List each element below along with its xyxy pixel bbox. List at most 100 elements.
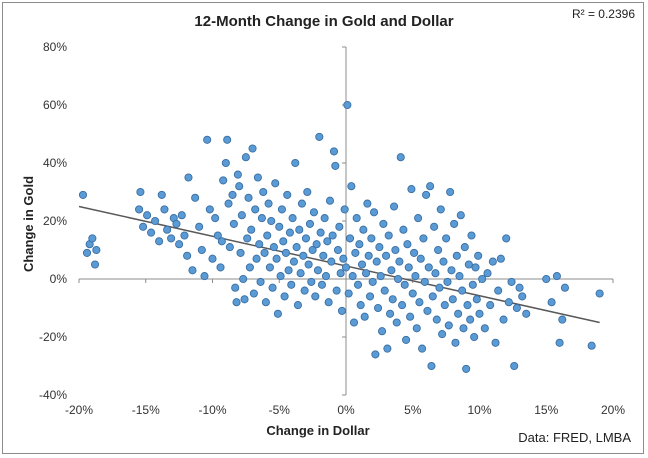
data-point <box>488 257 497 266</box>
data-point <box>435 283 444 292</box>
data-point <box>343 100 352 110</box>
data-point <box>361 269 371 278</box>
x-tick-label: -10% <box>198 403 226 417</box>
data-point <box>419 234 428 243</box>
x-tick-label: -20% <box>65 403 93 417</box>
data-point <box>307 277 316 286</box>
data-point <box>587 341 596 350</box>
data-point <box>329 147 339 156</box>
y-tick-label: -20% <box>39 330 67 344</box>
data-point <box>335 222 344 231</box>
data-point <box>347 182 356 191</box>
data-point <box>249 289 258 298</box>
data-point <box>376 272 385 281</box>
r-squared-annotation: R² = 0.2396 <box>571 7 635 21</box>
data-point <box>273 309 282 318</box>
data-point <box>456 211 465 220</box>
data-point <box>233 170 242 179</box>
data-point <box>292 243 301 252</box>
data-point <box>147 228 156 237</box>
data-point <box>304 260 313 269</box>
data-point <box>301 234 311 243</box>
data-point <box>244 193 253 202</box>
x-tick-label: 0% <box>337 403 355 417</box>
data-point <box>275 222 284 231</box>
data-point <box>200 272 209 281</box>
data-point <box>491 338 500 347</box>
y-axis-label: Change in Gold <box>21 176 36 272</box>
data-point <box>464 260 473 269</box>
data-point <box>356 301 365 310</box>
data-point <box>483 269 492 278</box>
data-point <box>480 324 489 333</box>
data-point <box>399 225 408 234</box>
data-point <box>160 205 169 214</box>
data-point <box>184 173 193 182</box>
data-point <box>260 248 269 257</box>
x-tick-label: -5% <box>269 403 291 417</box>
data-point <box>311 292 320 301</box>
data-point <box>364 251 373 260</box>
data-point <box>507 277 516 286</box>
data-point <box>139 222 148 231</box>
data-point <box>191 193 200 202</box>
data-point <box>271 179 280 188</box>
data-point <box>552 272 561 281</box>
data-point <box>135 205 144 214</box>
data-point <box>460 243 469 252</box>
data-point <box>78 190 88 199</box>
data-point <box>257 214 266 223</box>
data-point <box>316 228 325 237</box>
data-point <box>288 214 297 223</box>
data-point <box>444 321 453 330</box>
data-point <box>406 312 415 321</box>
data-point <box>471 263 480 272</box>
y-tick-label: -40% <box>39 388 67 402</box>
data-point <box>276 272 285 281</box>
data-point <box>391 245 400 255</box>
data-point <box>510 361 519 371</box>
data-point <box>439 257 448 266</box>
data-point <box>240 295 249 304</box>
data-point <box>217 237 226 246</box>
data-point <box>245 263 254 272</box>
data-point <box>281 248 290 257</box>
data-point <box>486 301 495 310</box>
data-point <box>463 301 472 310</box>
data-point <box>336 269 345 278</box>
data-point <box>396 153 405 162</box>
data-point <box>308 245 317 255</box>
data-point <box>428 292 437 301</box>
data-point <box>475 309 484 318</box>
data-point <box>313 266 323 275</box>
data-point <box>241 153 250 162</box>
data-point <box>468 280 477 289</box>
data-point <box>272 254 281 263</box>
y-tick-label: 40% <box>43 156 67 170</box>
data-point <box>305 219 315 228</box>
data-point <box>359 225 368 234</box>
data-point <box>175 240 184 249</box>
data-point <box>136 187 145 197</box>
data-point <box>264 199 273 208</box>
data-point <box>432 315 441 324</box>
data-point <box>143 211 152 220</box>
data-point <box>496 254 505 263</box>
data-point <box>442 234 451 243</box>
data-point <box>248 144 257 153</box>
data-point <box>236 248 245 257</box>
data-point <box>458 286 467 295</box>
data-point <box>424 263 433 272</box>
data-point <box>90 260 100 269</box>
data-point <box>422 190 431 199</box>
data-point <box>400 280 409 289</box>
data-point <box>426 182 435 191</box>
data-point <box>177 211 186 220</box>
y-tick-label: 20% <box>43 214 67 228</box>
data-point <box>195 222 204 231</box>
data-point <box>555 338 564 347</box>
data-point <box>320 214 329 223</box>
data-point <box>450 219 459 228</box>
data-point <box>403 240 412 249</box>
data-point <box>454 309 463 318</box>
